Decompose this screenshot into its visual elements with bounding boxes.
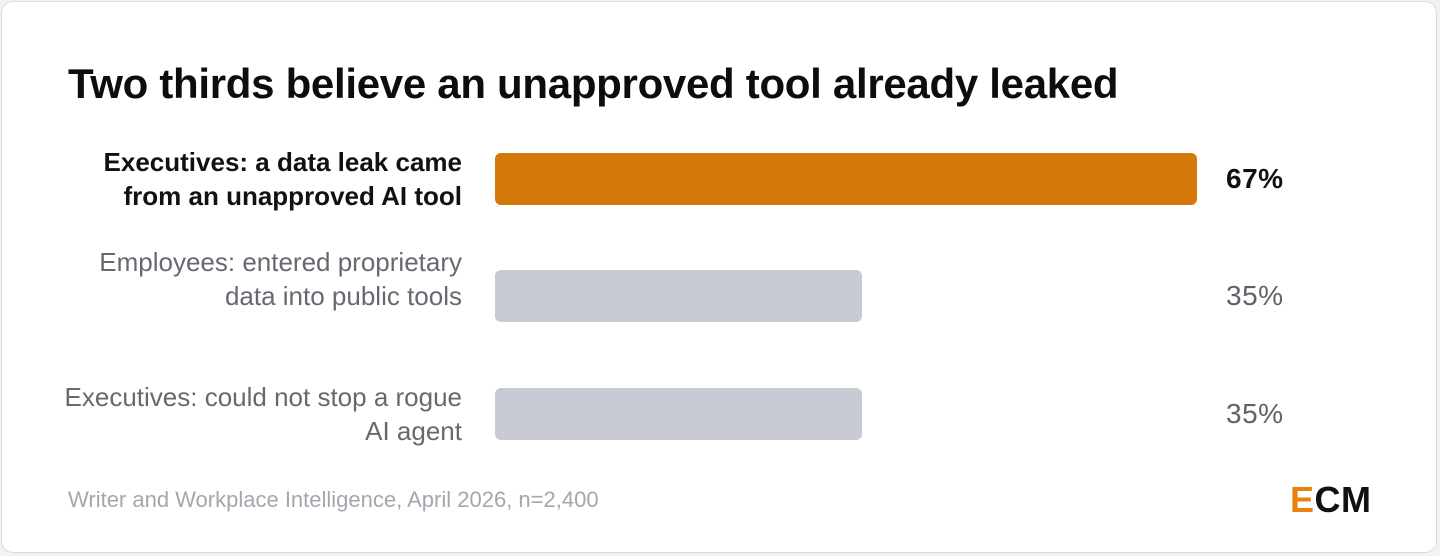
- chart-title: Two thirds believe an unapproved tool al…: [68, 60, 1119, 107]
- logo-letters: CM: [1314, 479, 1372, 520]
- bar-rogue-agent: [495, 388, 862, 440]
- bar-employees: [495, 270, 862, 322]
- value-label-employees: 35%: [1226, 280, 1284, 311]
- value-label-leak: 67%: [1226, 163, 1284, 194]
- bar-leak: [495, 153, 1197, 205]
- category-label-employees: Employees: entered proprietary data into…: [99, 247, 462, 311]
- brand-logo: ECM: [1290, 480, 1372, 520]
- source-note: Writer and Workplace Intelligence, April…: [68, 487, 599, 512]
- logo-letter-e: E: [1290, 479, 1315, 520]
- category-label-rogue-agent: Executives: could not stop a rogue AI ag…: [64, 382, 462, 446]
- value-label-rogue-agent: 35%: [1226, 398, 1284, 429]
- category-label-leak: Executives: a data leak came from an una…: [103, 147, 462, 211]
